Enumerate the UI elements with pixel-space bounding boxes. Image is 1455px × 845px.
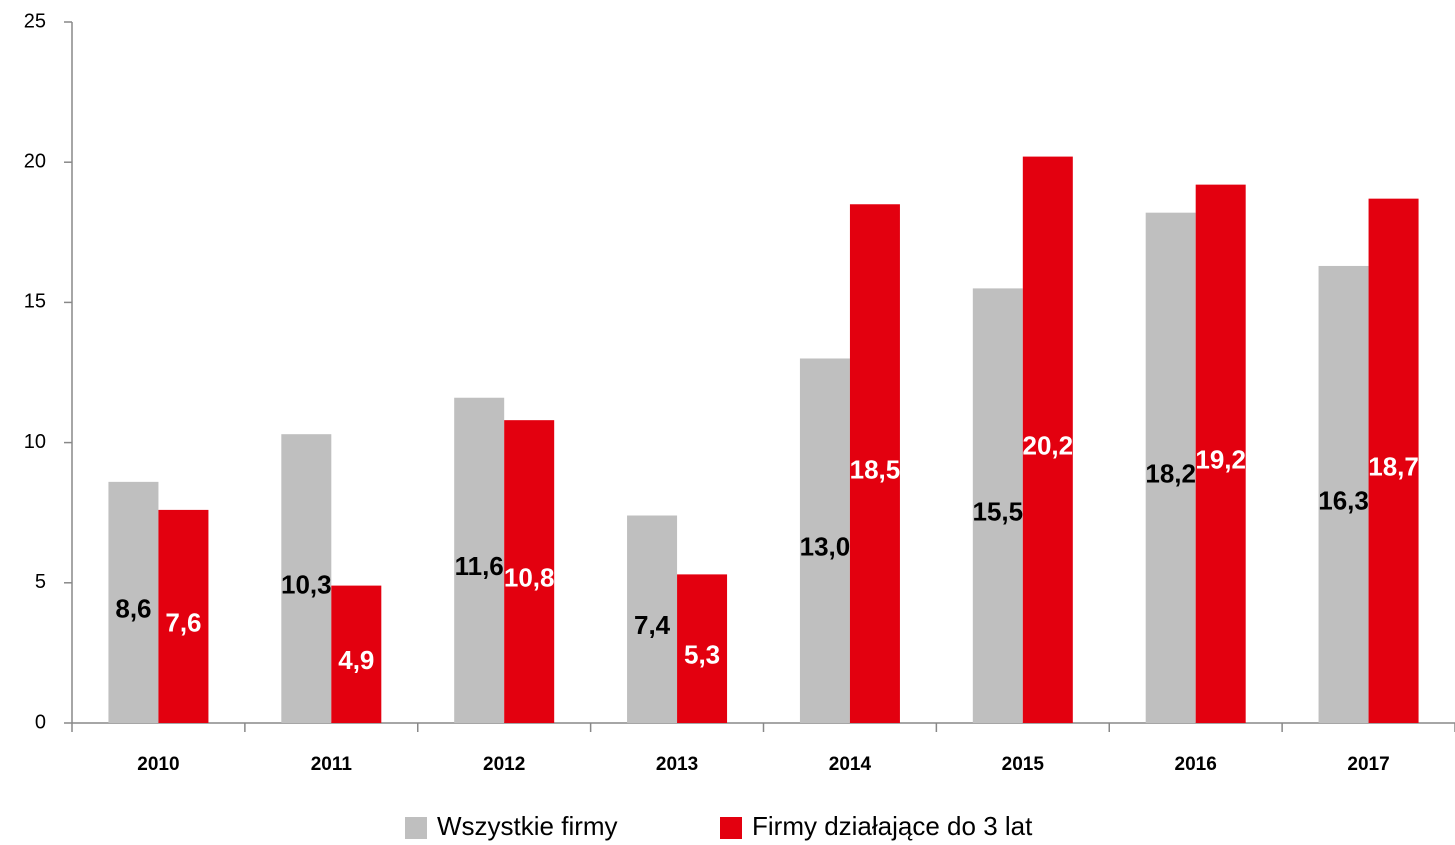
x-tick-label: 2012 [483,754,525,775]
legend-swatch [720,817,742,839]
data-label: 10,8 [504,562,555,592]
x-tick-label: 2011 [311,754,353,775]
bar [281,434,332,723]
data-label: 8,6 [115,593,151,623]
y-tick-label: 15 [24,291,46,313]
y-tick-label: 0 [35,711,46,733]
data-label: 7,4 [634,610,671,640]
bar [454,397,505,723]
x-tick-label: 2013 [656,754,698,775]
data-label: 18,2 [1145,459,1196,489]
data-label: 20,2 [1023,431,1074,461]
data-label: 11,6 [455,551,504,581]
bar [677,574,728,723]
y-tick-label: 5 [35,571,46,593]
legend-label: Wszystkie firmy [437,811,618,841]
legend-swatch [405,817,427,839]
bar [849,204,900,723]
bar [1368,198,1419,724]
bar [331,585,382,723]
data-label: 19,2 [1195,445,1246,475]
data-label: 13,0 [800,532,851,562]
bar [627,515,678,723]
bar [1195,184,1246,723]
data-label: 5,3 [684,640,720,670]
bar [1145,212,1196,723]
x-tick-label: 2010 [137,754,179,775]
bar [972,288,1023,723]
data-label: 7,6 [165,607,201,637]
data-label: 10,3 [281,569,332,599]
data-label: 15,5 [973,497,1024,527]
data-label: 16,3 [1318,485,1369,515]
bar [799,358,850,723]
y-tick-label: 10 [24,431,46,453]
bar [158,509,209,723]
x-tick-label: 2014 [829,754,872,775]
legend-label: Firmy działające do 3 lat [752,811,1033,841]
x-tick-label: 2016 [1175,754,1217,775]
y-tick-label: 25 [24,10,46,32]
x-tick-label: 2017 [1347,754,1389,775]
x-tick-label: 2015 [1002,754,1045,775]
data-label: 4,9 [338,645,374,675]
bar [108,481,159,723]
bar [504,420,555,723]
bar [1318,265,1369,723]
data-label: 18,7 [1368,452,1419,482]
data-label: 18,5 [850,455,901,485]
bar [1022,156,1073,724]
y-tick-label: 20 [24,150,46,172]
